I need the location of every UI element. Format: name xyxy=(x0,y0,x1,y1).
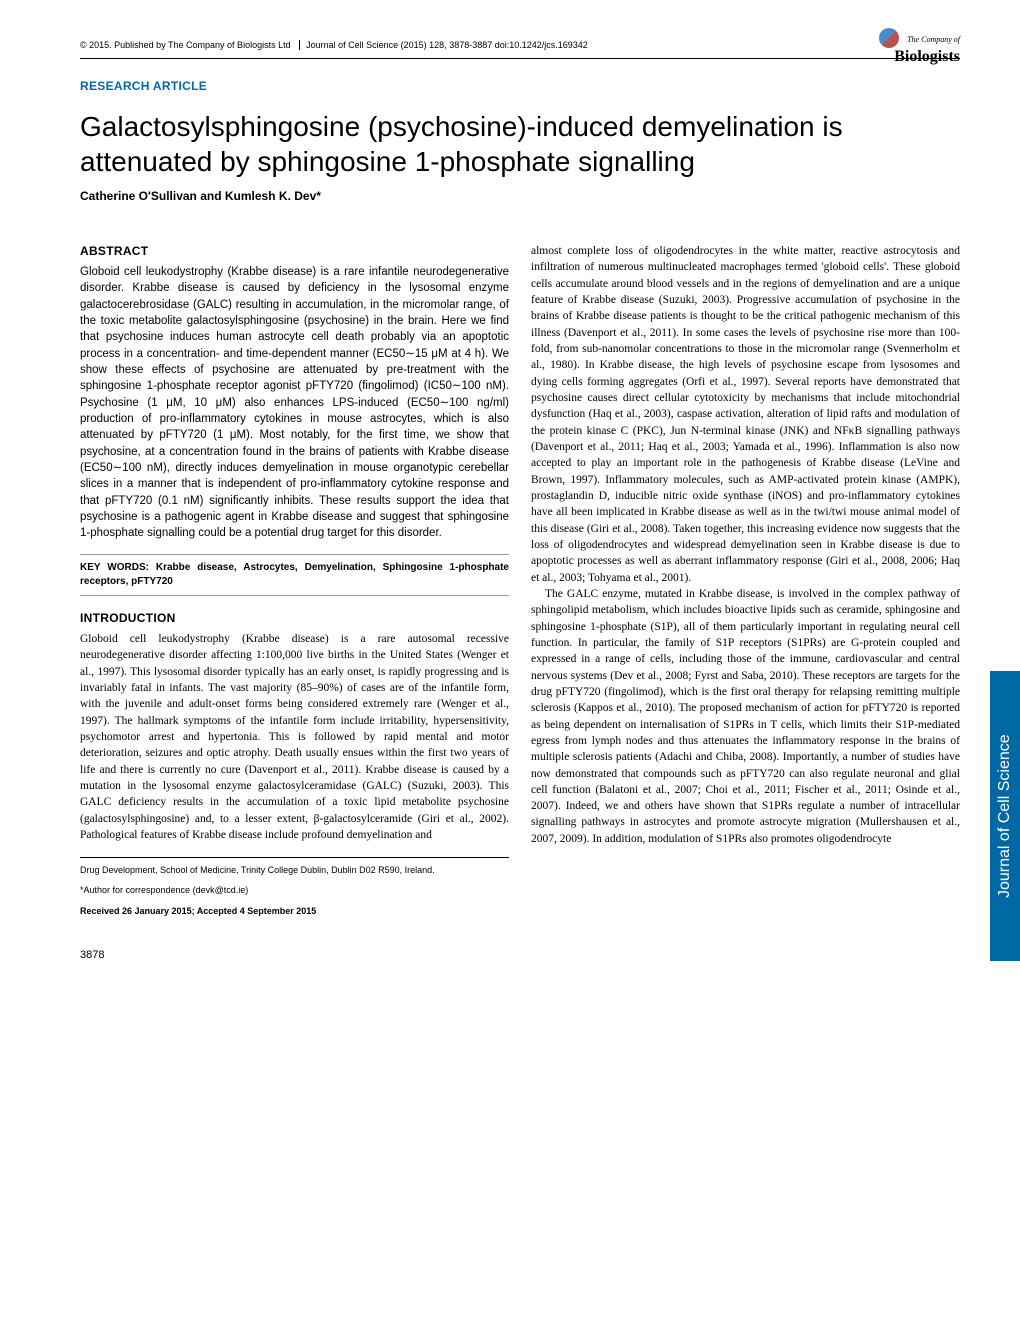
right-column: almost complete loss of oligodendrocytes… xyxy=(531,243,960,925)
logo-main-text: Biologists xyxy=(894,48,960,65)
journal-side-tab: Journal of Cell Science xyxy=(990,671,1020,961)
author-list: Catherine O'Sullivan and Kumlesh K. Dev* xyxy=(80,189,960,203)
abstract-heading: ABSTRACT xyxy=(80,243,509,260)
body-paragraph-col2-2: The GALC enzyme, mutated in Krabbe disea… xyxy=(531,586,960,847)
left-column: ABSTRACT Globoid cell leukodystrophy (Kr… xyxy=(80,243,509,925)
article-title: Galactosylsphingosine (psychosine)-induc… xyxy=(80,109,960,179)
affiliation-block: Drug Development, School of Medicine, Tr… xyxy=(80,857,509,916)
introduction-heading: INTRODUCTION xyxy=(80,610,509,627)
intro-paragraph-1: Globoid cell leukodystrophy (Krabbe dise… xyxy=(80,631,509,843)
received-dates: Received 26 January 2015; Accepted 4 Sep… xyxy=(80,905,509,917)
keywords-block: KEY WORDS: Krabbe disease, Astrocytes, D… xyxy=(80,554,509,596)
body-paragraph-col2-1: almost complete loss of oligodendrocytes… xyxy=(531,243,960,586)
affiliation-text: Drug Development, School of Medicine, Tr… xyxy=(80,864,509,876)
logo-circle-icon xyxy=(879,28,899,48)
header-citation: © 2015. Published by The Company of Biol… xyxy=(80,40,960,59)
abstract-text: Globoid cell leukodystrophy (Krabbe dise… xyxy=(80,264,509,542)
page-number: 3878 xyxy=(80,949,960,961)
publisher-logo: The Company of Biologists xyxy=(879,28,960,66)
logo-top-text: The Company of xyxy=(907,35,960,44)
correspondence-text: *Author for correspondence (devk@tcd.ie) xyxy=(80,884,509,896)
article-type-label: RESEARCH ARTICLE xyxy=(80,79,960,93)
copyright-text: © 2015. Published by The Company of Biol… xyxy=(80,40,291,50)
journal-citation: Journal of Cell Science (2015) 128, 3878… xyxy=(299,40,588,50)
